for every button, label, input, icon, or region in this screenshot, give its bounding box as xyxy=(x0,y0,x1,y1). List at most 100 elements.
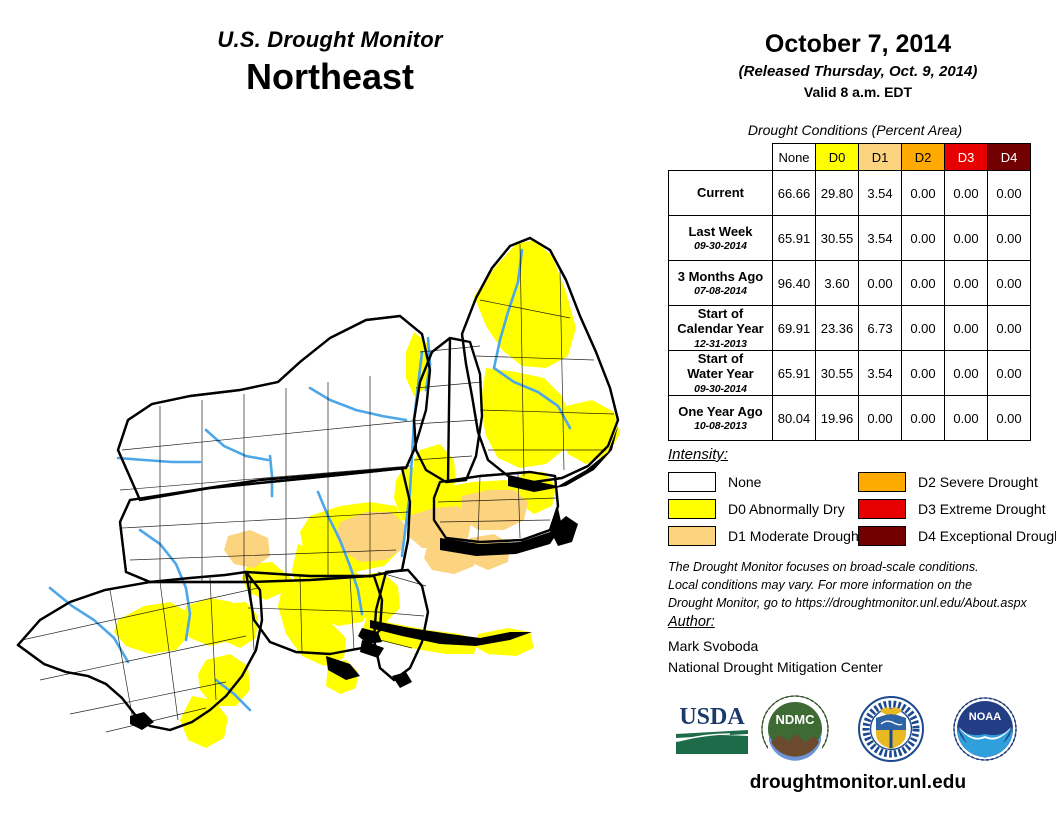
legend-label: D1 Moderate Drought xyxy=(728,527,863,544)
cell-d2: 0.00 xyxy=(901,170,945,216)
cell-d1: 6.73 xyxy=(858,304,902,352)
column-header-d3-label: D3 xyxy=(957,149,975,165)
row-label-start-calendar-year: Start of Calendar Year 12-31-2013 xyxy=(668,304,773,352)
author-org: National Drought Mitigation Center xyxy=(668,659,883,675)
legend-label: None xyxy=(728,473,762,490)
row-label-date: 09-30-2014 xyxy=(694,382,747,395)
legend-column-right: D2 Severe Drought D3 Extreme Drought D4 … xyxy=(858,468,1056,549)
legend-column-left: None D0 Abnormally Dry D1 Moderate Droug… xyxy=(668,468,863,549)
cell-d1: 3.54 xyxy=(858,215,902,261)
legend-item-d3: D3 Extreme Drought xyxy=(858,495,1056,522)
cell-d0: 23.36 xyxy=(815,304,859,352)
legend-item-d2: D2 Severe Drought xyxy=(858,468,1056,495)
cell-none: 65.91 xyxy=(772,215,816,261)
region-title: Northeast xyxy=(245,56,415,98)
cell-d4: 0.00 xyxy=(987,260,1031,306)
column-header-d0-label: D0 xyxy=(828,149,846,165)
intensity-heading: Intensity: xyxy=(668,446,729,463)
column-header-none: None xyxy=(772,143,816,171)
note-line-3[interactable]: Drought Monitor, go to https://droughtmo… xyxy=(668,596,1027,611)
column-header-d2-label: D2 xyxy=(914,149,932,165)
row-label-date: 07-08-2014 xyxy=(694,284,747,297)
row-label-date: 09-30-2014 xyxy=(694,239,747,252)
map-state-borders xyxy=(16,236,620,732)
cell-d3: 0.00 xyxy=(944,170,988,216)
cell-d0: 19.96 xyxy=(815,395,859,442)
column-header-d4-label: D4 xyxy=(1000,149,1018,165)
website-url[interactable]: droughtmonitor.unl.edu xyxy=(749,772,967,793)
table-row: Start of Calendar Year 12-31-2013 69.91 2… xyxy=(668,304,1031,352)
swatch-d1 xyxy=(668,525,716,546)
row-label-text: One Year Ago xyxy=(678,403,763,419)
row-label-date: 12-31-2013 xyxy=(694,337,747,350)
info-panel: October 7, 2014 (Released Thursday, Oct.… xyxy=(660,0,1056,816)
table-row: Current 66.66 29.80 3.54 0.00 0.00 0.00 xyxy=(668,170,1031,216)
cell-d4: 0.00 xyxy=(987,350,1031,397)
logo-row: USDA NDMC xyxy=(660,692,1056,772)
legend-label: D4 Exceptional Drought xyxy=(918,527,1056,544)
cell-none: 69.91 xyxy=(772,304,816,352)
author-heading: Author: xyxy=(668,614,715,630)
cell-d2: 0.00 xyxy=(901,350,945,397)
cell-d4: 0.00 xyxy=(987,395,1031,442)
column-header-d3: D3 xyxy=(944,143,988,171)
cell-d0: 30.55 xyxy=(815,215,859,261)
row-label-current: Current xyxy=(668,170,773,216)
disclaimer-note: The Drought Monitor focuses on broad-sca… xyxy=(668,558,1053,612)
swatch-d4 xyxy=(858,525,906,546)
legend-item-d4: D4 Exceptional Drought xyxy=(858,522,1056,549)
release-date: (Released Thursday, Oct. 9, 2014) xyxy=(738,62,978,80)
cell-d3: 0.00 xyxy=(944,304,988,352)
cell-d2: 0.00 xyxy=(901,395,945,442)
row-label-text: Last Week xyxy=(688,223,753,239)
commerce-logo[interactable] xyxy=(856,694,926,764)
cell-d3: 0.00 xyxy=(944,215,988,261)
map-svg xyxy=(16,236,620,748)
column-header-d1: D1 xyxy=(858,143,902,171)
cell-none: 65.91 xyxy=(772,350,816,397)
cell-d3: 0.00 xyxy=(944,395,988,442)
drought-conditions-table: None D0 D1 D2 D3 D4 Current 66.66 29.80 … xyxy=(668,143,1031,442)
cell-d1: 3.54 xyxy=(858,350,902,397)
table-row: Last Week 09-30-2014 65.91 30.55 3.54 0.… xyxy=(668,215,1031,261)
swatch-d2 xyxy=(858,471,906,492)
row-label-start-water-year: Start of Water Year 09-30-2014 xyxy=(668,350,773,397)
cell-none: 80.04 xyxy=(772,395,816,442)
column-header-d1-label: D1 xyxy=(871,149,889,165)
row-label-text: Start of Calendar Year xyxy=(677,306,764,337)
cell-d4: 0.00 xyxy=(987,215,1031,261)
table-row: 3 Months Ago 07-08-2014 96.40 3.60 0.00 … xyxy=(668,260,1031,306)
column-header-d0: D0 xyxy=(815,143,859,171)
cell-d1: 0.00 xyxy=(858,395,902,442)
svg-text:NDMC: NDMC xyxy=(776,712,816,727)
usda-logo[interactable]: USDA xyxy=(672,700,752,756)
legend-item-none: None xyxy=(668,468,863,495)
cell-d1: 3.54 xyxy=(858,170,902,216)
date-block: October 7, 2014 (Released Thursday, Oct.… xyxy=(660,30,1056,101)
row-label-text: Start of Water Year xyxy=(687,351,754,382)
swatch-d3 xyxy=(858,498,906,519)
cell-d3: 0.00 xyxy=(944,260,988,306)
cell-none: 66.66 xyxy=(772,170,816,216)
author-info: Mark Svoboda National Drought Mitigation… xyxy=(668,636,883,678)
table-header-row: None D0 D1 D2 D3 D4 xyxy=(669,143,1031,171)
table-corner-cell xyxy=(669,144,773,171)
ndmc-logo[interactable]: NDMC xyxy=(760,694,830,764)
svg-text:USDA: USDA xyxy=(679,704,745,730)
program-title: U.S. Drought Monitor xyxy=(217,27,443,52)
table-body: Current 66.66 29.80 3.54 0.00 0.00 0.00 … xyxy=(668,170,1031,442)
legend-label: D0 Abnormally Dry xyxy=(728,500,845,517)
cell-d2: 0.00 xyxy=(901,304,945,352)
row-label-date: 10-08-2013 xyxy=(694,420,747,433)
cell-d4: 0.00 xyxy=(987,170,1031,216)
cell-d2: 0.00 xyxy=(901,215,945,261)
cell-d4: 0.00 xyxy=(987,304,1031,352)
note-line-2: Local conditions may vary. For more info… xyxy=(668,578,973,593)
map-panel: U.S. Drought Monitor Northeast xyxy=(10,27,660,780)
drought-map[interactable] xyxy=(10,120,660,780)
row-label-last-week: Last Week 09-30-2014 xyxy=(668,215,773,261)
map-water-features xyxy=(48,248,572,712)
noaa-logo[interactable]: NOAA xyxy=(950,694,1020,764)
cell-d0: 30.55 xyxy=(815,350,859,397)
